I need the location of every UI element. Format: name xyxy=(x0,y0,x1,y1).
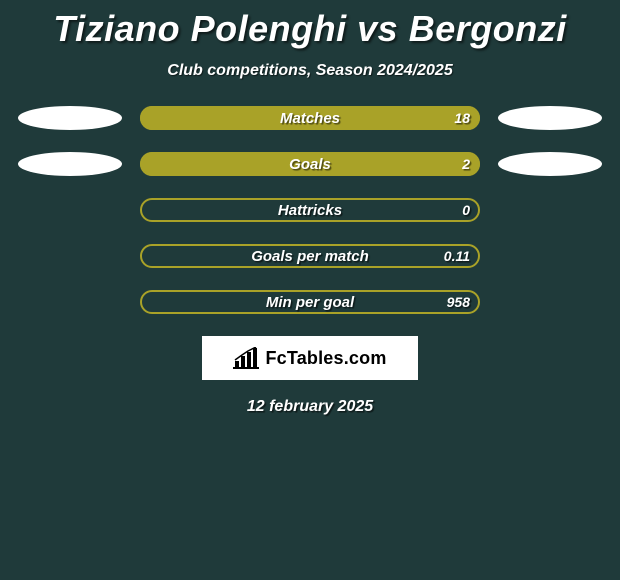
left-marker-slot xyxy=(10,152,130,176)
date-label: 12 february 2025 xyxy=(0,398,620,416)
page-title: Tiziano Polenghi vs Bergonzi xyxy=(0,8,620,50)
right-marker-slot xyxy=(490,106,610,130)
left-marker-slot xyxy=(10,106,130,130)
stat-label: Goals per match xyxy=(140,244,480,268)
stat-label: Hattricks xyxy=(140,198,480,222)
stat-bar: Hattricks0 xyxy=(140,198,480,222)
right-marker-slot xyxy=(490,244,610,268)
stat-value: 2 xyxy=(462,152,470,176)
stat-label: Min per goal xyxy=(140,290,480,314)
stat-label: Matches xyxy=(140,106,480,130)
right-marker-slot xyxy=(490,290,610,314)
stat-row: Goals per match0.11 xyxy=(0,244,620,268)
player-right-marker xyxy=(498,152,602,176)
player-left-marker xyxy=(18,106,122,130)
stat-value: 0.11 xyxy=(444,244,470,268)
right-marker-slot xyxy=(490,152,610,176)
stat-row: Matches18 xyxy=(0,106,620,130)
page-subtitle: Club competitions, Season 2024/2025 xyxy=(0,62,620,80)
chart-bars-icon xyxy=(233,347,259,369)
stat-label: Goals xyxy=(140,152,480,176)
left-marker-slot xyxy=(10,290,130,314)
stat-bar: Goals2 xyxy=(140,152,480,176)
stat-value: 0 xyxy=(462,198,470,222)
left-marker-slot xyxy=(10,244,130,268)
fctables-logo: FcTables.com xyxy=(202,336,418,380)
player-right-marker xyxy=(498,106,602,130)
stat-value: 958 xyxy=(447,290,470,314)
player-left-marker xyxy=(18,152,122,176)
stat-value: 18 xyxy=(454,106,470,130)
stat-bar: Min per goal958 xyxy=(140,290,480,314)
right-marker-slot xyxy=(490,198,610,222)
stats-chart: Matches18 Goals2 Hattricks0 Goals per match… xyxy=(0,106,620,314)
stat-row: Hattricks0 xyxy=(0,198,620,222)
stat-row: Goals2 xyxy=(0,152,620,176)
stat-bar: Goals per match0.11 xyxy=(140,244,480,268)
left-marker-slot xyxy=(10,198,130,222)
stat-row: Min per goal958 xyxy=(0,290,620,314)
logo-text: FcTables.com xyxy=(265,348,386,369)
stat-bar: Matches18 xyxy=(140,106,480,130)
